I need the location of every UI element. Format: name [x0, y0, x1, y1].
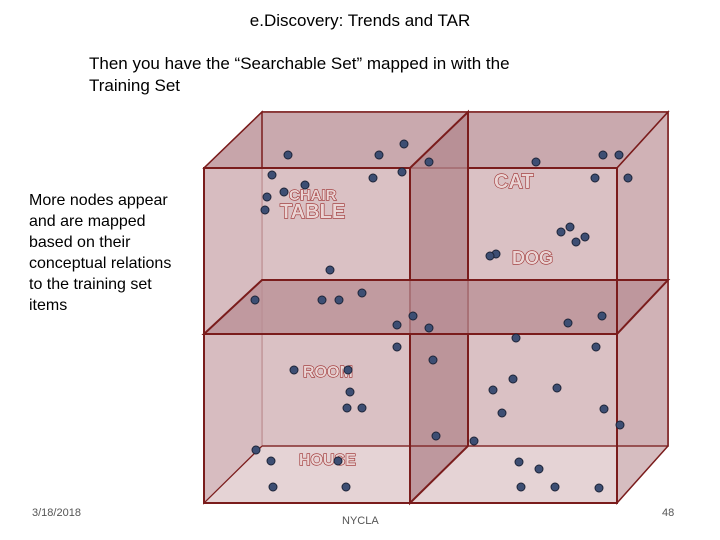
concept-label-house: HOUSE: [299, 452, 356, 469]
concept-label-chair: CHAIR: [289, 187, 337, 204]
document-node: [597, 311, 607, 321]
subtitle-line-1: Then you have the “Searchable Set” mappe…: [89, 54, 510, 73]
document-node: [289, 365, 299, 375]
document-node: [508, 374, 518, 384]
document-node: [357, 288, 367, 298]
document-node: [424, 323, 434, 333]
document-node: [300, 180, 310, 190]
document-node: [267, 170, 277, 180]
document-node: [469, 436, 479, 446]
document-node: [534, 464, 544, 474]
subtitle-line-2: Training Set: [89, 76, 181, 95]
footer-date: 3/18/2018: [32, 507, 81, 519]
document-node: [614, 150, 624, 160]
document-node: [368, 173, 378, 183]
document-node: [552, 383, 562, 393]
document-node: [342, 403, 352, 413]
document-node: [317, 295, 327, 305]
document-node: [399, 139, 409, 149]
document-node: [556, 227, 566, 237]
concept-label-room: ROOM: [303, 364, 353, 381]
document-node: [428, 355, 438, 365]
document-node: [357, 403, 367, 413]
document-node: [343, 365, 353, 375]
concept-label-table: TABLE: [280, 201, 345, 223]
document-node: [333, 456, 343, 466]
document-node: [497, 408, 507, 418]
document-node: [531, 157, 541, 167]
document-node: [250, 295, 260, 305]
document-node: [511, 333, 521, 343]
document-node: [424, 157, 434, 167]
document-node: [565, 222, 575, 232]
document-node: [563, 318, 573, 328]
document-node: [408, 311, 418, 321]
footer-page-number: 48: [662, 507, 675, 519]
document-node: [623, 173, 633, 183]
document-node: [594, 483, 604, 493]
document-node: [345, 387, 355, 397]
document-node: [260, 205, 270, 215]
document-node: [599, 404, 609, 414]
cube-inner-edge: [203, 445, 263, 504]
slide-title: e.Discovery: Trends and TAR: [249, 11, 471, 30]
side-note: More nodes appear and are mapped based o…: [29, 192, 172, 314]
document-node: [341, 482, 351, 492]
document-node: [279, 187, 289, 197]
document-node: [514, 457, 524, 467]
document-node: [374, 150, 384, 160]
document-node: [550, 482, 560, 492]
document-node: [431, 431, 441, 441]
document-node: [325, 265, 335, 275]
concept-label-cat: CAT: [494, 171, 534, 193]
document-node: [283, 150, 293, 160]
slide-subtitle: Then you have the “Searchable Set” mappe…: [89, 53, 609, 97]
document-node: [266, 456, 276, 466]
document-node: [591, 342, 601, 352]
document-node: [251, 445, 261, 455]
footer-organization: NYCLA: [342, 515, 379, 527]
document-node: [262, 192, 272, 202]
document-node: [397, 167, 407, 177]
document-node: [590, 173, 600, 183]
document-node: [615, 420, 625, 430]
document-node: [580, 232, 590, 242]
document-node: [598, 150, 608, 160]
document-node: [334, 295, 344, 305]
document-node: [488, 385, 498, 395]
document-node: [392, 320, 402, 330]
document-node: [392, 342, 402, 352]
document-node: [485, 251, 495, 261]
horizontal-divider-plane: [201, 279, 671, 335]
document-node: [571, 237, 581, 247]
document-nodes: [250, 139, 633, 493]
document-node: [268, 482, 278, 492]
concept-label-dog: DOG: [512, 248, 553, 268]
document-node: [516, 482, 526, 492]
